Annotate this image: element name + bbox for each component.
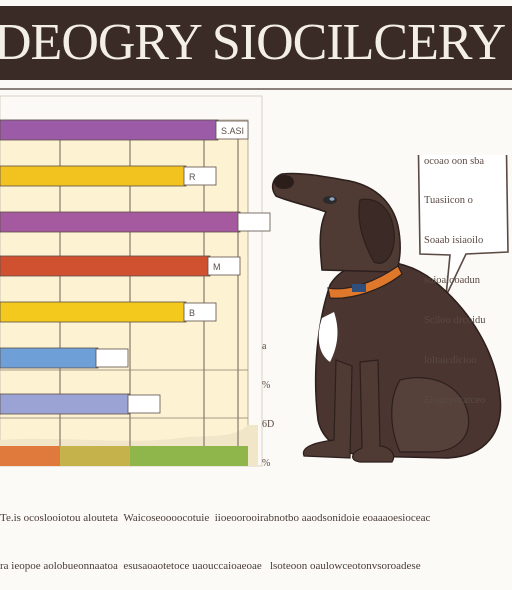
bar — [0, 347, 99, 369]
side-note-line: % — [262, 458, 271, 469]
caption: Te.is ocoslooiotou alouteta Waicoseooooc… — [0, 478, 512, 590]
bar-end-box — [127, 394, 161, 414]
bar-value-label: S.ASI — [221, 126, 244, 136]
title-divider — [0, 88, 512, 90]
dog-illustration — [271, 155, 509, 463]
bar-end-box — [183, 302, 217, 322]
caption-line: ra ieopoe aolobueonnaatoa esusaoaotetoce… — [0, 560, 421, 572]
bar — [0, 393, 131, 415]
side-note-line: % — [262, 380, 271, 391]
bubble-line: Eloguporatceo — [424, 394, 486, 406]
bar-value-label: R — [189, 172, 196, 182]
collar-tag — [352, 284, 366, 292]
bar — [0, 301, 187, 323]
bar — [0, 255, 211, 277]
bar — [0, 119, 219, 141]
title-bar — [0, 6, 512, 80]
bubble-line: Tuasiicon o — [424, 195, 473, 207]
bar — [0, 211, 241, 233]
bottom-band — [0, 446, 60, 466]
bubble-line: loltaicdicioo — [424, 355, 477, 367]
caption-line: Te.is ocoslooiotou alouteta Waicoseooooc… — [0, 512, 431, 524]
bar — [0, 165, 187, 187]
bar-value-label: B — [189, 308, 195, 318]
side-note-line: a — [262, 341, 267, 352]
bar-end-box — [95, 348, 129, 368]
bar-end-box — [207, 256, 241, 276]
side-note-line: 6D — [262, 419, 275, 430]
page-title: DEOGRY SIOCILCERY — [0, 14, 506, 71]
bubble-line: Sciloo drcoidu — [424, 315, 486, 327]
bar-end-box — [215, 120, 249, 140]
bottom-band — [60, 446, 130, 466]
bar-end-box — [237, 212, 271, 232]
dog-collar — [327, 265, 403, 299]
bubble-line: soioalooadun — [424, 275, 480, 287]
speech-bubble — [417, 155, 509, 297]
bottom-band — [130, 446, 248, 466]
side-note: a % 6D % — [262, 314, 274, 483]
bar-value-label: M — [213, 262, 221, 272]
bubble-line: ocoao oon sba — [424, 155, 485, 167]
bubble-line: Soaab isiaoilo — [424, 235, 484, 247]
speech-bubble-text: ocoao oon sba Tuasiicon o Soaab isiaoilo… — [424, 128, 510, 421]
bar-chart: S.ASI R M B — [0, 95, 271, 467]
bar-end-box — [183, 166, 217, 186]
